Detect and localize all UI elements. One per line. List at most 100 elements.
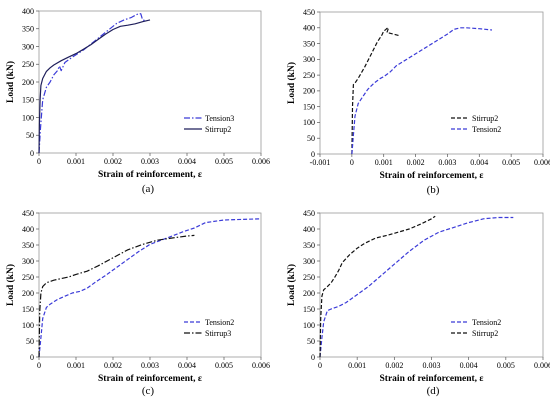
y-axis-label: Load (kN)	[5, 264, 16, 306]
y-tick-label: 150	[22, 305, 34, 314]
legend-label: Tension3	[205, 114, 234, 123]
y-axis-label: Load (kN)	[286, 264, 297, 306]
x-axis-label: Strain of reinforcement, ε	[380, 171, 484, 181]
y-tick-label: 400	[22, 225, 34, 234]
y-tick-label: 50	[26, 337, 34, 346]
y-tick-label: 250	[22, 60, 34, 69]
x-tick-label: 0.005	[502, 158, 520, 167]
legend-label: Tension2	[205, 318, 234, 327]
y-tick-label: 50	[26, 131, 34, 140]
y-tick-label: 400	[303, 24, 315, 33]
x-axis-label: Strain of reinforcement, ε	[380, 374, 484, 384]
y-tick-label: 450	[22, 209, 34, 218]
y-tick-label: 200	[303, 87, 315, 96]
x-axis-label: Strain of reinforcement, ε	[98, 374, 202, 384]
x-tick-label: 0.002	[407, 158, 425, 167]
y-tick-label: 350	[303, 241, 315, 250]
y-tick-label: 150	[303, 305, 315, 314]
y-tick-label: 300	[303, 257, 315, 266]
x-tick-label: 0	[37, 361, 41, 370]
x-tick-label: 0.003	[141, 157, 159, 166]
x-tick-label: 0.006	[534, 361, 550, 370]
y-tick-label: 100	[303, 321, 315, 330]
series-line-stirrup2	[38, 19, 151, 154]
x-tick-label: 0.005	[497, 361, 515, 370]
x-tick-label: 0	[350, 158, 354, 167]
x-tick-label: 0.001	[348, 361, 366, 370]
series-line-tension3	[38, 12, 147, 154]
y-tick-label: 150	[303, 102, 315, 111]
x-tick-label: 0.001	[67, 157, 85, 166]
y-tick-label: 250	[303, 273, 315, 282]
x-tick-label: 0.005	[215, 157, 233, 166]
plot-area	[319, 212, 544, 358]
x-tick-label: 0.003	[141, 361, 159, 370]
y-tick-label: 250	[22, 273, 34, 282]
legend-label: Stirrup2	[205, 125, 231, 134]
y-tick-label: 250	[303, 71, 315, 80]
legend-label: Tension2	[472, 125, 501, 134]
y-axis-label: Load (kN)	[286, 62, 297, 104]
x-tick-label: 0.003	[423, 361, 441, 370]
series-line-stirrup2	[351, 27, 400, 155]
series-line-tension2	[351, 27, 493, 155]
x-tick-label: 0	[37, 157, 41, 166]
y-tick-label: 50	[307, 337, 315, 346]
x-tick-label: 0.006	[534, 158, 550, 167]
legend-label: Stirrup2	[472, 329, 498, 338]
x-tick-label: 0.004	[178, 157, 196, 166]
y-tick-label: 200	[303, 289, 315, 298]
panel-caption: (d)	[427, 385, 440, 397]
y-tick-label: 0	[30, 149, 34, 158]
x-tick-label: 0.002	[104, 157, 122, 166]
y-tick-label: 450	[303, 8, 315, 17]
chart-panel-c: 0 50 100 150 200 250 300 350 400 450 0 0.001 0.002 0.…	[5, 209, 270, 397]
y-tick-label: 300	[22, 42, 34, 51]
y-tick-label: 150	[22, 96, 34, 105]
y-tick-label: 100	[303, 118, 315, 127]
y-axis-label: Load (kN)	[5, 61, 16, 103]
y-tick-label: 0	[30, 353, 34, 362]
y-tick-label: 300	[22, 257, 34, 266]
series-line-tension2	[319, 216, 514, 358]
panel-caption: (b)	[427, 184, 440, 196]
legend-label: Stirrup2	[472, 114, 498, 123]
x-tick-label: 0	[318, 361, 322, 370]
chart-panel-a: 0 50 100 150 200 250 300 350 400 0 0.001 0.002 0.003…	[5, 7, 270, 195]
y-tick-label: 0	[311, 353, 315, 362]
y-tick-label: 450	[303, 209, 315, 218]
y-tick-label: 100	[22, 113, 34, 122]
x-tick-label: 0.004	[178, 361, 196, 370]
series-line-tension2	[38, 218, 262, 358]
x-tick-label: -0.001	[310, 158, 331, 167]
legend-label: Tension2	[472, 318, 501, 327]
y-tick-label: 100	[22, 321, 34, 330]
x-tick-label: 0.001	[375, 158, 393, 167]
x-tick-label: 0.005	[215, 361, 233, 370]
x-tick-label: 0.004	[460, 361, 478, 370]
legend-label: Stirrup3	[205, 329, 231, 338]
y-tick-label: 350	[22, 241, 34, 250]
x-tick-label: 0.001	[67, 361, 85, 370]
y-tick-label: 0	[311, 150, 315, 159]
x-tick-label: 0.006	[252, 157, 270, 166]
plot-area	[319, 11, 544, 155]
panel-caption: (a)	[142, 183, 155, 195]
y-tick-label: 400	[303, 225, 315, 234]
y-tick-label: 400	[22, 7, 34, 16]
x-tick-label: 0.003	[438, 158, 456, 167]
chart-panel-d: 0 50 100 150 200 250 300 350 400 450 0 0.001 0.002 0.…	[286, 209, 550, 397]
y-tick-label: 350	[303, 39, 315, 48]
y-tick-label: 200	[22, 289, 34, 298]
x-tick-label: 0.004	[470, 158, 488, 167]
series-line-stirrup2	[319, 215, 436, 358]
panel-caption: (c)	[142, 385, 155, 397]
y-tick-label: 300	[303, 55, 315, 64]
y-tick-label: 200	[22, 78, 34, 87]
x-tick-label: 0.002	[104, 361, 122, 370]
series-line-stirrup3	[38, 234, 195, 358]
y-tick-label: 50	[307, 134, 315, 143]
x-axis-label: Strain of reinforcement, ε	[98, 170, 202, 180]
